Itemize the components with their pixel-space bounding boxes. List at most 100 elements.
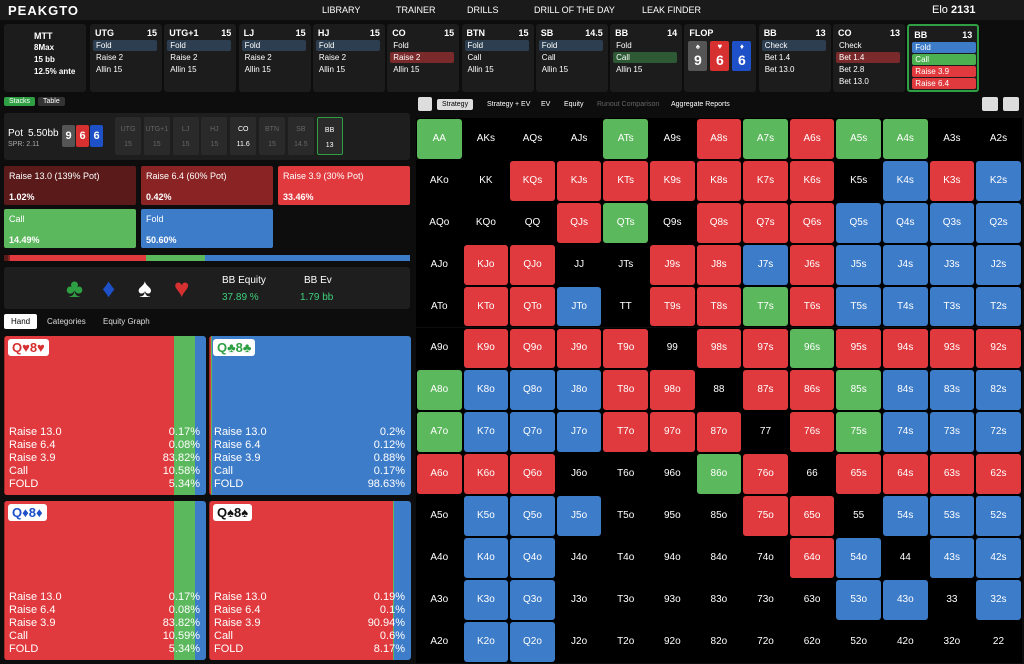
hand-cell[interactable]: AKs [462, 118, 510, 160]
hand-cell[interactable]: J2o [555, 620, 603, 663]
position-action[interactable]: Raise 2 [318, 53, 347, 62]
hand-cell[interactable]: K4o [462, 537, 510, 579]
hand-cell[interactable]: 44 [882, 537, 929, 579]
hand-cell[interactable]: Q6o [509, 453, 556, 496]
hand-cell[interactable]: A3o [416, 578, 463, 621]
position-action[interactable]: Raise 2 [244, 53, 272, 62]
hand-cell[interactable]: 65o [788, 495, 836, 537]
hand-cell[interactable]: AQs [509, 118, 556, 160]
hand-cell[interactable]: A9o [416, 327, 463, 370]
hand-cell[interactable]: 96s [788, 327, 836, 370]
position-action[interactable]: Bet 13.0 [839, 77, 869, 86]
hand-cell[interactable]: 42o [882, 620, 929, 663]
hand-cell[interactable]: K8s [695, 159, 743, 202]
hand-cell[interactable]: T7o [602, 411, 649, 454]
position-action[interactable]: Allin 15 [616, 65, 643, 74]
hand-cell[interactable]: 73o [742, 578, 789, 621]
position-box[interactable]: SB 14.5 Fold Call Allin 15 [535, 24, 608, 92]
hand-cell[interactable]: 95o [649, 495, 696, 537]
hand-cell[interactable]: 54o [835, 537, 882, 579]
hand-cell[interactable]: J5s [835, 243, 882, 286]
position-action[interactable]: Fold [167, 40, 232, 51]
position-action[interactable]: Fold [538, 40, 603, 51]
nav-item[interactable]: LEAK FINDER [642, 5, 702, 15]
hand-cell[interactable]: K9s [649, 159, 696, 202]
hand-cell[interactable]: QJo [509, 243, 556, 286]
hand-cell[interactable]: KTs [602, 159, 649, 202]
left-tab[interactable]: Stacks [4, 97, 36, 106]
position-action[interactable]: Fold [464, 40, 529, 51]
hand-cell[interactable]: 97s [742, 327, 789, 370]
hand-cell[interactable]: 85s [835, 369, 882, 412]
position-action[interactable]: Raise 6.4 [912, 78, 977, 89]
position-action[interactable]: Bet 1.4 [836, 52, 900, 63]
hand-cell[interactable]: Q6s [788, 201, 836, 244]
strategy-tab[interactable]: Strategy [437, 99, 474, 110]
hand-cell[interactable]: T2s [975, 285, 1022, 328]
position-box[interactable]: FLOP ♠ 9 ♥ 6 ♦ 6 [684, 24, 757, 92]
position-action[interactable]: Call [613, 52, 678, 63]
hand-cell[interactable]: 75o [742, 495, 789, 537]
hand-cell[interactable]: K4s [882, 159, 929, 202]
hand-cell[interactable]: Q7s [742, 201, 789, 244]
hand-cell[interactable]: K9o [462, 327, 510, 370]
hand-cell[interactable]: 88 [695, 369, 743, 412]
hand-cell[interactable]: Q2o [509, 620, 556, 663]
position-action[interactable]: Check [761, 40, 826, 51]
hand-cell[interactable]: AJs [555, 118, 603, 160]
hand-cell[interactable]: A5o [416, 495, 463, 537]
hand-cell[interactable]: KJs [555, 159, 603, 202]
position-action[interactable]: Raise 13.0 [912, 90, 976, 92]
hand-cell[interactable]: A7s [742, 118, 789, 160]
position-action[interactable]: Call [912, 54, 977, 65]
hand-tab[interactable]: Hand [4, 314, 38, 329]
hand-cell[interactable]: AQo [416, 201, 463, 244]
action-box[interactable]: Call 14.49% [4, 209, 136, 248]
hand-cell[interactable]: KTo [462, 285, 510, 328]
hand-cell[interactable]: 77 [742, 411, 789, 454]
hand-cell[interactable]: 82s [975, 369, 1022, 412]
hand-cell[interactable]: KJo [462, 243, 510, 286]
hand-cell[interactable]: AA [416, 118, 463, 160]
position-action[interactable]: Fold [93, 40, 157, 51]
hand-cell[interactable]: A7o [416, 411, 463, 454]
position-action[interactable]: Call [541, 53, 556, 62]
position-box[interactable]: HJ 15 Fold Raise 2 Allin 15 [312, 24, 385, 92]
hand-cell[interactable]: 87s [742, 369, 789, 412]
position-action[interactable]: Raise 2 [96, 53, 124, 62]
hand-cell[interactable]: K6o [462, 453, 510, 496]
hand-cell[interactable]: 55 [835, 495, 882, 537]
hand-cell[interactable]: 98s [695, 327, 743, 370]
hand-cell[interactable]: 63o [788, 578, 836, 621]
hand-cell[interactable]: J6s [788, 243, 836, 286]
hand-cell[interactable]: A2o [416, 620, 463, 663]
nav-item[interactable]: TRAINER [396, 5, 436, 15]
hand-cell[interactable]: Q2s [975, 201, 1022, 244]
hand-cell[interactable]: T7s [742, 285, 789, 328]
position-action[interactable]: Allin 15 [170, 65, 197, 74]
hand-cell[interactable]: K3o [462, 578, 510, 621]
hand-cell[interactable]: A4s [882, 118, 929, 160]
position-box[interactable]: CO 15 Fold Raise 2 Allin 15 [387, 24, 460, 92]
hand-cell[interactable]: A5s [835, 118, 882, 160]
nav-item[interactable]: DRILLS [467, 5, 499, 15]
hand-cell[interactable]: 96o [649, 453, 696, 496]
hand-cell[interactable]: T8s [695, 285, 743, 328]
hand-cell[interactable]: 22 [975, 620, 1022, 663]
position-action[interactable]: Fold [241, 40, 306, 51]
hand-cell[interactable]: 86o [695, 453, 743, 496]
hand-cell[interactable]: A2s [975, 118, 1022, 160]
position-box[interactable]: BB 13 Check Bet 1.4 Bet 13.0 [758, 24, 831, 92]
hand-cell[interactable]: 84s [882, 369, 929, 412]
hand-cell[interactable]: K3s [928, 159, 976, 202]
position-action[interactable]: Allin 15 [318, 65, 346, 74]
hand-cell[interactable]: 93o [649, 578, 696, 621]
hand-cell[interactable]: 53s [928, 495, 976, 537]
hand-cell[interactable]: Q8o [509, 369, 556, 412]
hand-cell[interactable]: T4o [602, 537, 649, 579]
hand-cell[interactable]: J7s [742, 243, 789, 286]
position-action[interactable]: Allin 15 [96, 65, 123, 74]
hand-cell[interactable]: 92s [975, 327, 1022, 370]
hand-cell[interactable]: ATs [602, 118, 649, 160]
hand-cell[interactable]: 76s [788, 411, 836, 454]
